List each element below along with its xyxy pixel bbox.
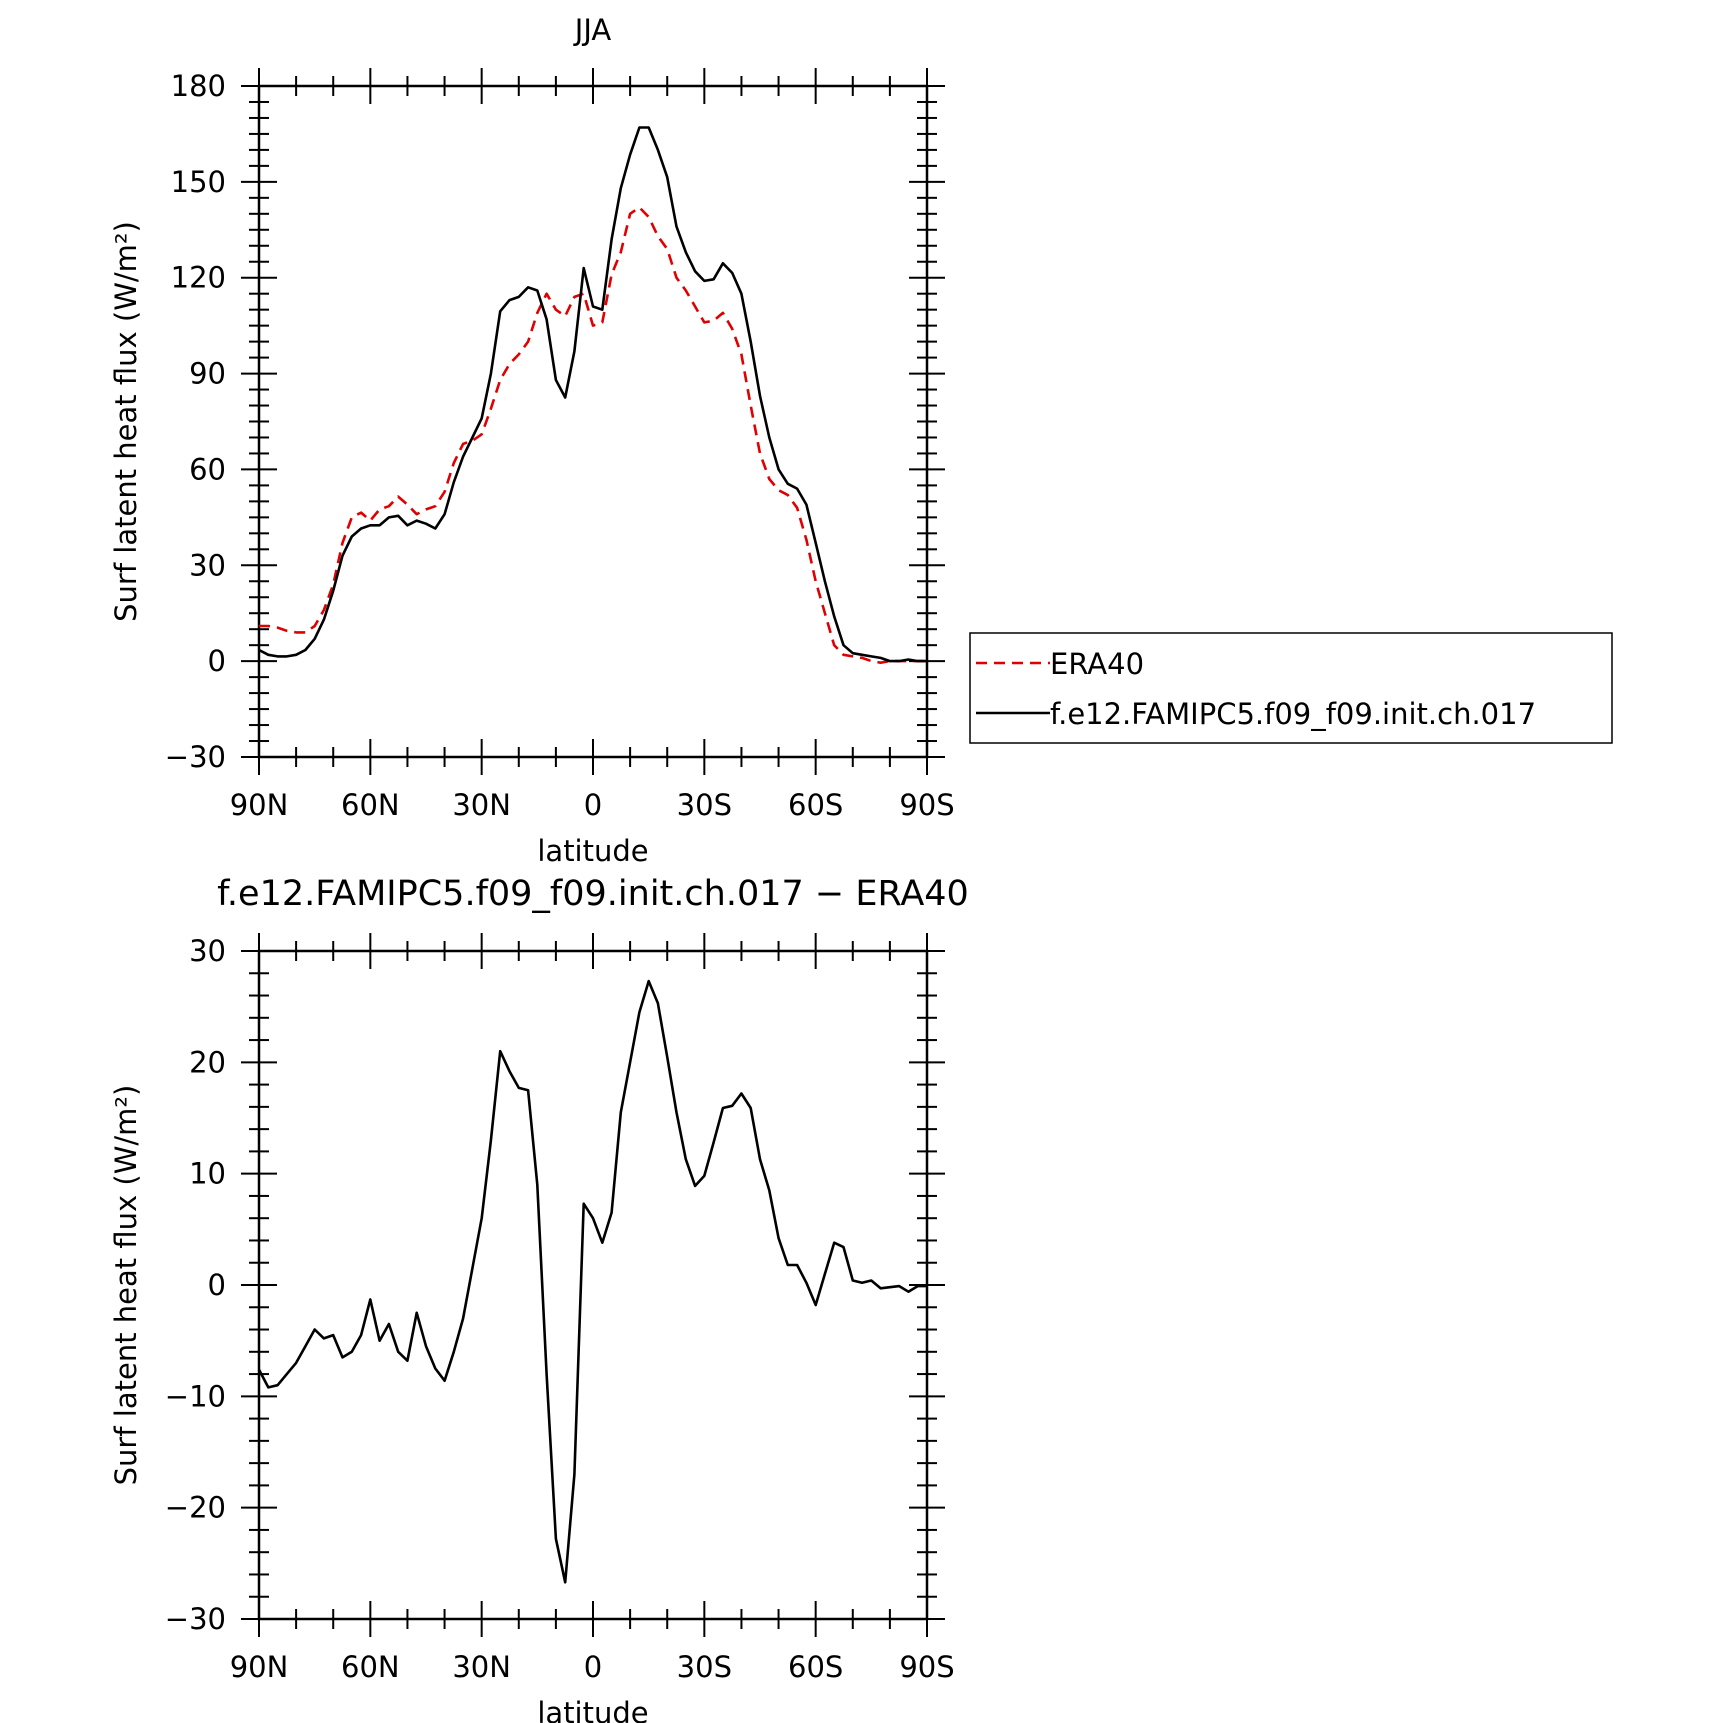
x-tick-label: 60S <box>788 788 843 822</box>
x-axis-label: latitude <box>537 1696 648 1723</box>
chart-panel-bottom: f.e12.FAMIPC5.f09_f09.init.ch.017 − ERA4… <box>109 874 969 1723</box>
x-tick-label: 30S <box>677 1650 732 1684</box>
y-tick-label: −20 <box>165 1491 226 1525</box>
x-tick-label: 0 <box>584 1650 602 1684</box>
tick-labels: 90N 60N 30N 0 30S 60S 90S −30 −20 −10 0 10 20 30 <box>165 934 955 1684</box>
series-line-model <box>257 979 927 1584</box>
y-tick-label: 0 <box>208 644 226 678</box>
y-tick-label: −30 <box>165 1602 226 1636</box>
y-axis-label: Surf latent heat flux (W/m²) <box>109 1085 143 1486</box>
x-tick-label: 90S <box>899 788 954 822</box>
y-tick-label: 20 <box>189 1045 226 1079</box>
chart-panel-top: JJA Surf latent heat flux (W/m²) latitud… <box>109 13 1613 868</box>
y-tick-label: −30 <box>165 740 226 774</box>
legend: ERA40 f.e12.FAMIPC5.f09_f09.init.ch.017 <box>969 632 1613 744</box>
y-tick-label: 90 <box>189 357 226 391</box>
y-tick-label: 30 <box>189 548 226 582</box>
series-line-era40 <box>259 206 927 665</box>
x-tick-label: 90N <box>230 788 289 822</box>
y-tick-label: −10 <box>165 1379 226 1413</box>
plot-frame <box>257 84 929 759</box>
x-tick-label: 90S <box>899 1650 954 1684</box>
x-tick-label: 60N <box>341 788 400 822</box>
axis-ticks <box>241 933 945 1637</box>
x-tick-label: 30N <box>452 788 511 822</box>
x-axis-label: latitude <box>537 834 648 868</box>
legend-label-era40: ERA40 <box>1050 647 1144 681</box>
y-tick-label: 120 <box>171 261 226 295</box>
x-tick-label: 60N <box>341 1650 400 1684</box>
y-tick-label: 180 <box>171 69 226 103</box>
legend-box <box>969 632 1613 744</box>
x-tick-label: 30S <box>677 788 732 822</box>
y-tick-label: 10 <box>189 1157 226 1191</box>
series-lines <box>257 979 927 1584</box>
y-tick-label: 30 <box>189 934 226 968</box>
x-tick-label: 60S <box>788 1650 843 1684</box>
x-tick-label: 30N <box>452 1650 511 1684</box>
x-tick-label: 90N <box>230 1650 289 1684</box>
series-line-model <box>258 126 927 663</box>
y-tick-label: 0 <box>208 1268 226 1302</box>
y-tick-label: 60 <box>189 452 226 486</box>
y-tick-label: 150 <box>171 165 226 199</box>
chart-title: JJA <box>573 13 612 47</box>
tick-labels: 90N 60N 30N 0 30S 60S 90S −30 0 30 60 90 120 150 180 <box>165 69 955 822</box>
legend-label-model: f.e12.FAMIPC5.f09_f09.init.ch.017 <box>1050 697 1536 731</box>
x-tick-label: 0 <box>584 788 602 822</box>
chart-title: f.e12.FAMIPC5.f09_f09.init.ch.017 − ERA4… <box>217 874 969 914</box>
axis-ticks <box>241 68 945 775</box>
plot-frame <box>257 949 929 1621</box>
y-axis-label: Surf latent heat flux (W/m²) <box>109 221 143 622</box>
series-lines <box>258 126 927 665</box>
